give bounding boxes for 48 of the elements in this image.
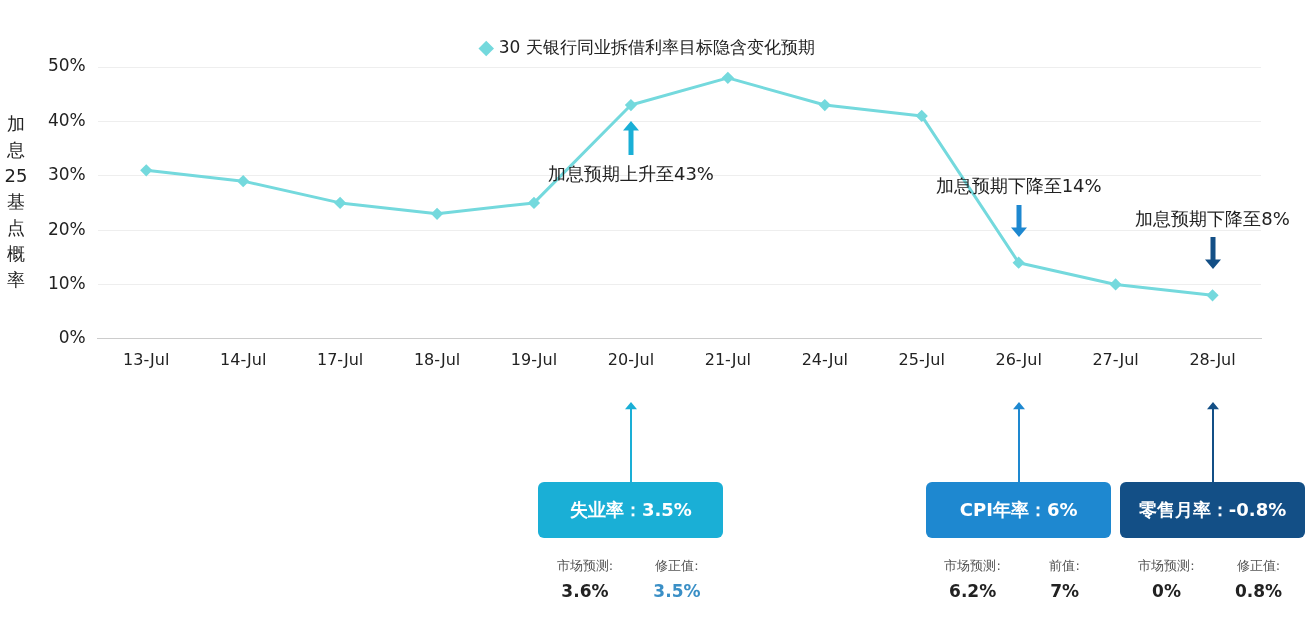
point xyxy=(819,99,831,111)
point xyxy=(1013,257,1025,269)
text: 6.2% xyxy=(948,581,998,601)
text: 前值: xyxy=(1048,557,1081,575)
x-tick-label: 19-Jul xyxy=(510,349,558,369)
point xyxy=(140,164,152,176)
text: 0% xyxy=(1151,581,1182,601)
text: 市场预测: xyxy=(1137,557,1196,575)
y-tick-label: 20% xyxy=(47,218,86,239)
y-tick-label: 10% xyxy=(47,272,86,293)
text: 修正值: xyxy=(1235,557,1282,575)
text: 市场预测: xyxy=(555,557,615,575)
point xyxy=(431,208,443,220)
x-tick-label: 18-Jul xyxy=(413,349,461,369)
point xyxy=(625,99,637,111)
point xyxy=(237,175,249,187)
text: CPI年率：6% xyxy=(926,482,1112,538)
x-tick-label: 27-Jul xyxy=(1092,349,1139,369)
y-tick-label: 0% xyxy=(58,327,86,348)
x-tick-label: 21-Jul xyxy=(704,349,752,369)
point xyxy=(334,197,346,209)
x-tick-label: 17-Jul xyxy=(316,349,364,369)
point xyxy=(722,72,734,84)
x-tick-label: 26-Jul xyxy=(995,349,1042,369)
text: 零售月率：-0.8% xyxy=(1120,482,1306,538)
text: 3.5% xyxy=(652,581,702,601)
x-tick-label: 13-Jul xyxy=(123,349,170,369)
y-tick-label: 40% xyxy=(47,109,86,130)
text: 7% xyxy=(1049,581,1081,601)
x-tick-label: 24-Jul xyxy=(801,349,848,369)
annotation: 加息预期下降至8% xyxy=(1135,207,1290,229)
legend-label: 30 天银行同业拆借利率目标隐含变化预期 xyxy=(498,36,815,57)
text: 0.8% xyxy=(1233,581,1284,601)
point xyxy=(916,110,928,122)
x-tick-label: 20-Jul xyxy=(607,349,655,369)
x-tick-label: 28-Jul xyxy=(1189,349,1236,369)
point xyxy=(1207,289,1219,301)
y-axis-title: 加息25基点概率 xyxy=(4,112,28,290)
y-tick-label: 50% xyxy=(47,55,86,76)
text: 失业率：3.5% xyxy=(538,482,724,538)
x-tick-label: 14-Jul xyxy=(220,349,267,369)
x-tick-label: 25-Jul xyxy=(898,349,945,369)
point xyxy=(528,197,540,209)
text: 3.6% xyxy=(560,581,610,601)
text: 市场预测: xyxy=(943,557,1002,575)
text: 修正值: xyxy=(654,557,700,575)
point xyxy=(1110,278,1122,290)
y-tick-label: 30% xyxy=(47,164,86,185)
